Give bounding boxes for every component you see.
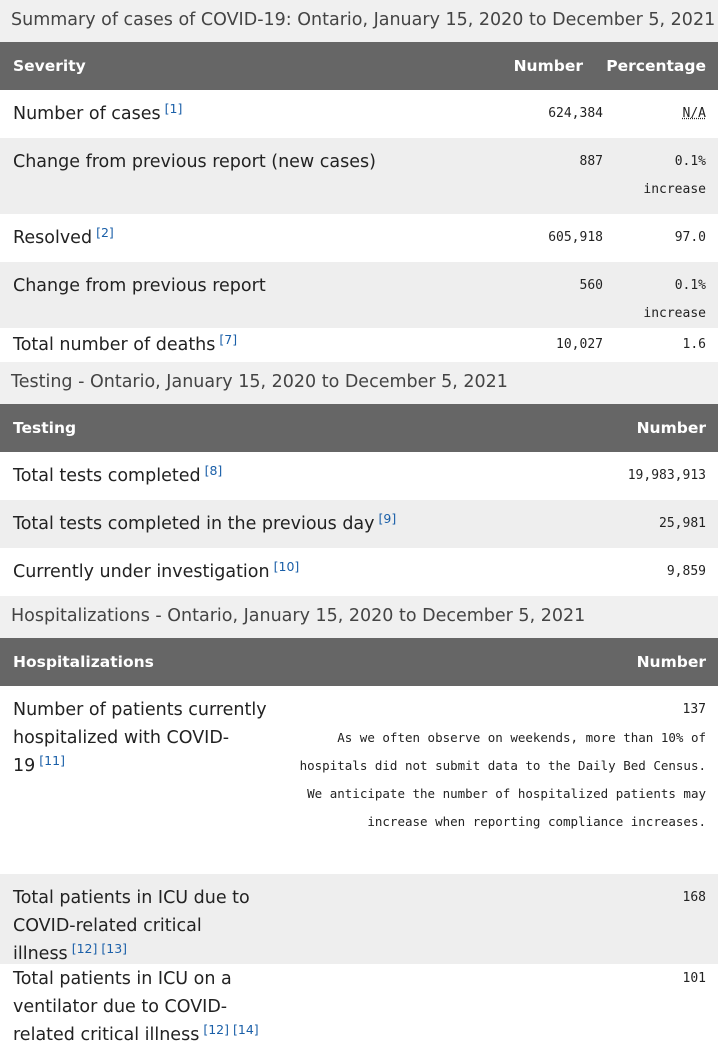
table-row: Total patients in ICU on a ventilator du… [0,964,718,1051]
row-label: Currently under investigation [10] [13,558,506,596]
row-label: Total tests completed [8] [13,462,506,500]
footnote-ref: [10] [273,559,300,574]
percentage: 97.0 [616,224,706,262]
table-row: Currently under investigation [10] 9,859 [0,548,718,596]
footnote-ref: [11] [39,753,65,768]
footnote-ref: [7] [219,332,238,347]
label-text: Number of patients currently hospitalize… [13,700,267,776]
table-header: Testing Number [0,404,718,452]
value-cell: 101 [275,965,706,1051]
row-label: Change from previous report [13,272,503,328]
label-text: Total number of deaths [13,335,216,355]
number: 887 [579,154,603,169]
table-caption: Hospitalizations - Ontario, January 15, … [0,596,718,638]
footnote-ref: [12] [71,941,98,956]
footnote-ref: [12] [203,1022,229,1037]
footnote-ref: [8] [204,463,223,478]
table-header: Hospitalizations Number [0,638,718,686]
row-label: Total patients in ICU on a ventilator du… [13,965,275,1051]
label-text: Change from previous report (new cases) [13,152,376,172]
percentage-text: N/A [682,106,706,121]
table: Testing - Ontario, January 15, 2020 to D… [0,362,718,596]
label-text: Total patients in ICU due to COVID-relat… [13,888,250,964]
percentage-text: 0.1% increase [643,278,706,321]
table-row: Total number of deaths [7] 10,027 1.6 [0,328,718,362]
row-label: Change from previous report (new cases) [13,148,503,214]
header-cell: Severity [13,57,86,75]
table-header: Severity Number Percentage [0,42,718,90]
row-label: Total number of deaths [7] [13,331,503,362]
note: As we often observe on weekends, more th… [299,730,706,829]
table-row: Total tests completed in the previous da… [0,500,718,548]
row-label: Total tests completed in the previous da… [13,510,506,548]
label-text: Total patients in ICU on a ventilator du… [13,969,232,1045]
percentage-text: 0.1% increase [643,154,706,197]
number: 624,384 [548,106,603,121]
row-label: Number of cases [1] [13,100,503,138]
footnote-ref: [1] [164,101,183,116]
row-label: Total patients in ICU due to COVID-relat… [13,884,275,964]
table: Hospitalizations - Ontario, January 15, … [0,596,718,1051]
footnote-ref: [14] [233,1022,259,1037]
header-cell: Hospitalizations [13,653,154,671]
value-cell: 137 As we often observe on weekends, more… [275,696,706,874]
header-cell: Number [636,419,706,437]
number: 25,981 [659,516,706,531]
footnote-ref: [9] [378,511,397,526]
percentage: 0.1% increase [616,148,706,214]
value-cell: 168 [275,884,706,964]
header-cell: Number [513,57,583,75]
row-label: Number of patients currently hospitalize… [13,696,275,874]
percentage-text: 97.0 [674,230,706,245]
number: 605,918 [548,230,603,245]
percentage: N/A [616,100,706,138]
label-text: Total tests completed [13,466,201,486]
table-row: Change from previous report (new cases) 8… [0,138,718,214]
label-text: Currently under investigation [13,562,270,582]
percentage: 0.1% increase [616,272,706,328]
number: 101 [682,971,706,986]
table-row: Resolved [2] 605,918 97.0 [0,214,718,262]
number: 9,859 [666,564,706,579]
table: Summary of cases of COVID-19: Ontario, J… [0,0,718,362]
row-label: Resolved [2] [13,224,503,262]
number: 560 [579,278,603,293]
number: 137 [682,702,706,717]
table-row: Total patients in ICU due to COVID-relat… [0,874,718,964]
header-cell: Testing [13,419,77,437]
percentage-text: 1.6 [682,337,706,352]
table-row: Number of cases [1] 624,384 N/A [0,90,718,138]
table-row: Number of patients currently hospitalize… [0,686,718,874]
table-row: Total tests completed [8] 19,983,913 [0,452,718,500]
table-caption: Testing - Ontario, January 15, 2020 to D… [0,362,718,404]
footnote-ref: [2] [96,225,114,240]
number: 168 [682,890,706,905]
table-caption: Summary of cases of COVID-19: Ontario, J… [0,0,718,42]
number: 19,983,913 [627,468,706,483]
label-text: Resolved [13,228,93,248]
label-text: Number of cases [13,104,161,124]
table-row: Change from previous report 560 0.1% incre… [0,262,718,328]
label-text: Change from previous report [13,276,266,296]
number: 10,027 [556,337,603,352]
header-cell: Number [636,653,706,671]
percentage: 1.6 [616,331,706,362]
footnote-ref: [13] [101,941,128,956]
header-cell: Percentage [606,57,706,75]
label-text: Total tests completed in the previous da… [13,514,375,534]
